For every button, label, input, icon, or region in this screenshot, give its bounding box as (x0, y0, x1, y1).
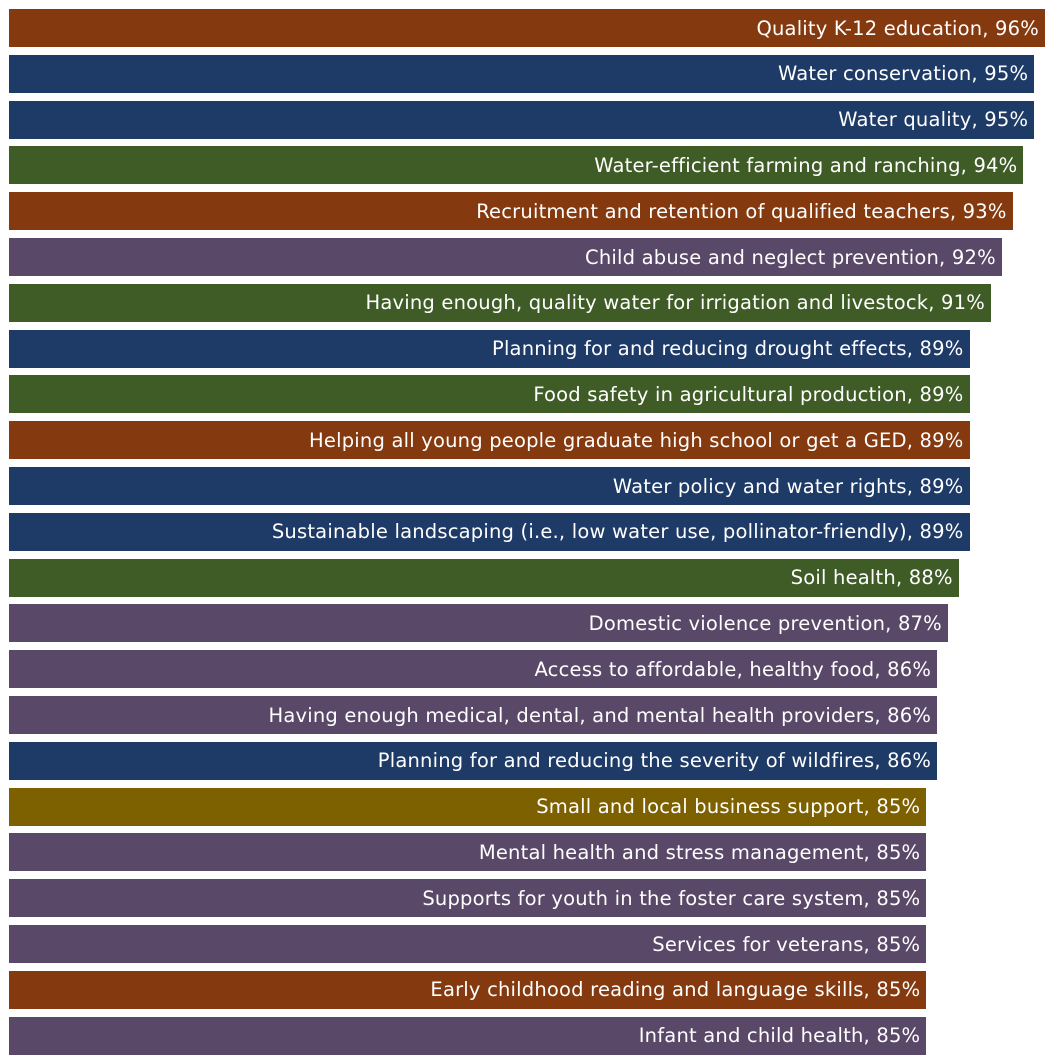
bar-label: Water-efficient farming and ranching, 94… (594, 153, 1018, 177)
bar-label: Domestic violence prevention, 87% (588, 611, 942, 635)
bar-label: Supports for youth in the foster care sy… (422, 886, 921, 910)
bar-label: Early childhood reading and language ski… (430, 978, 921, 1002)
bar-label: Services for veterans, 85% (652, 932, 921, 956)
bar: Water conservation, 95% (9, 54, 1035, 93)
bar-label: Planning for and reducing drought effect… (491, 337, 964, 361)
bar-label: Water policy and water rights, 89% (612, 474, 964, 498)
bar: Child abuse and neglect prevention, 92% (9, 238, 1002, 276)
bar-label: Access to affordable, healthy food, 86% (534, 657, 932, 681)
bar-label: Quality K-12 education, 96% (756, 16, 1039, 40)
bar: Planning for and reducing drought effect… (9, 329, 970, 368)
bar-label: Water conservation, 95% (777, 62, 1029, 86)
bar: Domestic violence prevention, 87% (9, 604, 948, 643)
bar: Having enough, quality water for irrigat… (9, 283, 991, 322)
bar: Recruitment and retention of qualified t… (9, 192, 1013, 231)
bar-label: Soil health, 88% (790, 566, 953, 590)
bar: Mental health and stress management, 85% (9, 833, 927, 872)
bar-label: Infant and child health, 85% (638, 1024, 921, 1048)
bar-label: Small and local business support, 85% (536, 795, 921, 819)
bar-label: Food safety in agricultural production, … (533, 382, 964, 406)
bar: Access to affordable, healthy food, 86% (9, 650, 938, 689)
bar: Small and local business support, 85% (9, 787, 927, 826)
bar-label: Helping all young people graduate high s… (309, 428, 964, 452)
bar-label: Child abuse and neglect prevention, 92% (585, 245, 996, 269)
bar: Early childhood reading and language ski… (9, 970, 927, 1009)
bar-label: Having enough, quality water for irrigat… (365, 291, 985, 315)
bar-label: Water quality, 95% (838, 108, 1029, 132)
bar-label: Sustainable landscaping (i.e., low water… (271, 520, 964, 544)
bar: Sustainable landscaping (i.e., low water… (9, 512, 970, 551)
bar: Water-efficient farming and ranching, 94… (9, 146, 1024, 185)
bar: Services for veterans, 85% (9, 925, 927, 963)
bar-label: Having enough medical, dental, and menta… (268, 703, 932, 727)
bar-label: Planning for and reducing the severity o… (377, 749, 932, 773)
bar: Water policy and water rights, 89% (9, 467, 970, 505)
bar: Planning for and reducing the severity o… (9, 741, 938, 780)
bar: Soil health, 88% (9, 558, 959, 597)
bar: Supports for youth in the foster care sy… (9, 879, 927, 918)
bar: Having enough medical, dental, and menta… (9, 696, 938, 734)
bar-label: Recruitment and retention of qualified t… (476, 199, 1007, 223)
bar: Water quality, 95% (9, 100, 1035, 139)
bar: Infant and child health, 85% (9, 1016, 927, 1055)
bar-label: Mental health and stress management, 85% (478, 840, 921, 864)
bar: Quality K-12 education, 96% (9, 9, 1045, 47)
bar: Food safety in agricultural production, … (9, 375, 970, 414)
bar: Helping all young people graduate high s… (9, 421, 970, 460)
